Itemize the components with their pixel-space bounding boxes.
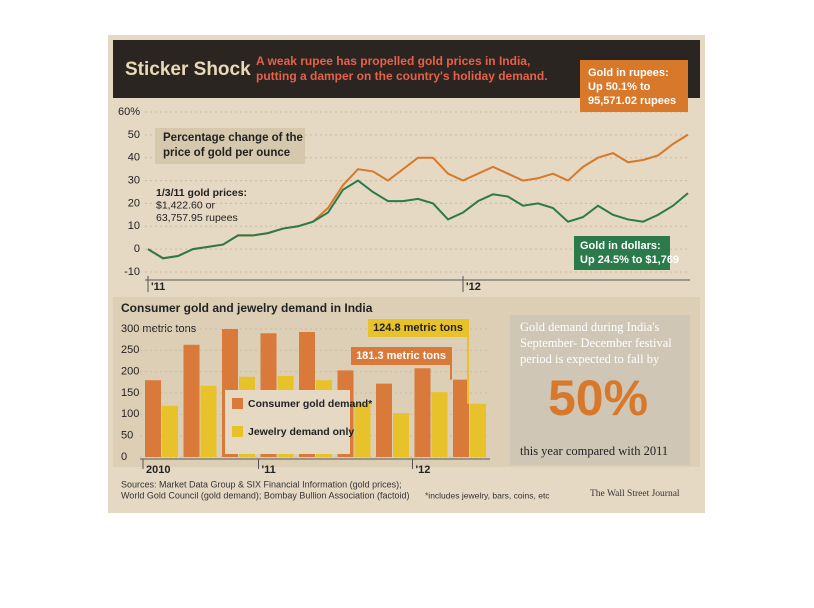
x-tick-label: '12 [466, 281, 481, 293]
footnote: *includes jewelry, bars, coins, etc [425, 490, 550, 500]
chart-title: Percentage change of the [163, 132, 303, 144]
factoid-text: this year compared with 2011 [520, 444, 668, 458]
annotation: 1/3/11 gold prices: [156, 187, 247, 199]
factoid-text: Gold demand during India's [520, 320, 660, 334]
source: Sources: Market Data Group & SIX Financi… [121, 479, 402, 489]
subtitle: putting a damper on the country's holida… [256, 69, 548, 83]
factoid-text: September- December festival [520, 336, 672, 350]
source: World Gold Council (gold demand); Bombay… [121, 490, 409, 500]
series-label-box [580, 60, 688, 112]
title: Sticker Shock [125, 59, 251, 80]
series-label: Gold in rupees: [588, 67, 669, 79]
x-tick-label: '11 [262, 464, 276, 476]
value-label: 181.3 metric tons [356, 350, 446, 362]
value-label-box [351, 347, 451, 365]
factoid-text: period is expected to fall by [520, 352, 660, 366]
series-label-box [574, 236, 670, 270]
bar [393, 413, 409, 457]
subtitle: A weak rupee has propelled gold prices i… [256, 54, 530, 68]
bar [470, 403, 486, 457]
x-tick-label: 2010 [146, 464, 170, 476]
legend-label: Consumer gold demand* [248, 398, 373, 410]
bar [354, 403, 371, 457]
y-tick-label: 40 [128, 152, 140, 164]
series-label: Gold in dollars: [580, 240, 661, 252]
bar [183, 344, 200, 457]
line-series [147, 179, 689, 260]
bar [145, 380, 161, 457]
annotation: Up 50.1% to [588, 81, 651, 93]
chart-title: Consumer gold and jewelry demand in Indi… [121, 301, 373, 315]
factoid-box [510, 315, 690, 465]
y-tick-label: 60% [118, 106, 140, 118]
bar [162, 405, 178, 457]
legend-label: Jewelry demand only [248, 426, 354, 438]
y-tick-label: 50 [128, 129, 140, 141]
annotation: Up 24.5% to $1,769 [580, 254, 679, 266]
y-tick-label: 250 [121, 344, 139, 356]
value-label-box [368, 319, 468, 337]
chart-title-box [155, 128, 305, 164]
legend-swatch [232, 398, 243, 409]
x-tick-label: '11 [151, 281, 165, 293]
chart-title: price of gold per ounce [163, 147, 290, 159]
y-tick-label: 50 [121, 430, 133, 442]
bar [376, 383, 392, 457]
y-tick-label: 150 [121, 387, 139, 399]
x-tick-label: '12 [416, 464, 431, 476]
annotation: $1,422.60 or [156, 199, 215, 211]
y-tick-label: 10 [128, 220, 140, 232]
credit: The Wall Street Journal [590, 489, 680, 499]
legend-swatch [232, 426, 243, 437]
y-tick-label: 30 [128, 174, 140, 186]
bar [414, 368, 431, 457]
y-tick-label: 100 [121, 408, 139, 420]
value-label: 124.8 metric tons [373, 322, 463, 334]
y-tick-label: 300 metric tons [121, 323, 197, 335]
bar [200, 385, 217, 457]
legend-box [225, 390, 350, 454]
y-tick-label: 0 [134, 243, 140, 255]
y-tick-label: 200 [121, 366, 139, 378]
bar [453, 379, 469, 457]
y-tick-label: 20 [128, 197, 140, 209]
bar [431, 392, 448, 457]
annotation: 95,571.02 rupees [588, 95, 676, 107]
annotation: 63,757.95 rupees [156, 212, 238, 224]
y-tick-label: 0 [121, 451, 127, 463]
y-tick-label: -10 [124, 266, 140, 278]
factoid-value: 50% [548, 370, 648, 426]
